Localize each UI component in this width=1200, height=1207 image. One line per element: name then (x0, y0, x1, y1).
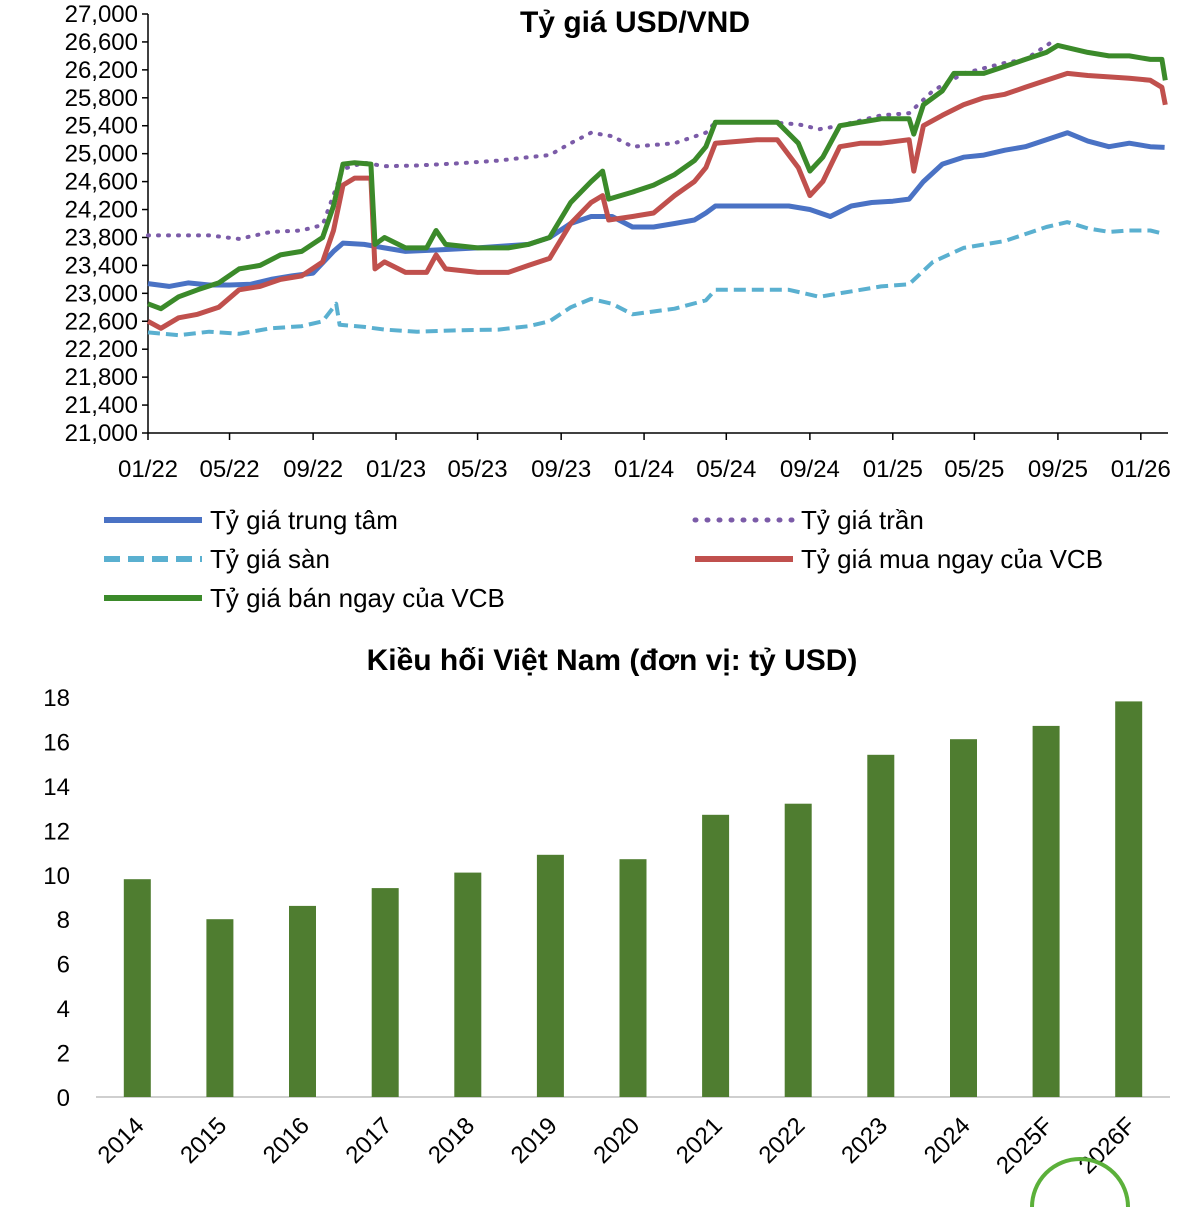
y-tick-label: 23,400 (65, 252, 138, 279)
y-tick-label: 21,800 (65, 364, 138, 391)
y-tick-label: 18 (43, 685, 70, 712)
x-tick-label: 05/25 (944, 456, 1004, 483)
bar-2014 (123, 879, 151, 1097)
legend-label-ty-gia-tran: Tỷ giá trần (801, 505, 924, 535)
x-tick-label: 01/22 (118, 456, 178, 483)
x-tick-label: 05/23 (448, 456, 508, 483)
x-tick-label: 2015 (175, 1112, 232, 1169)
legend-label-ty-gia-san: Tỷ giá sàn (210, 544, 330, 574)
line-chart-series (146, 41, 1168, 338)
y-tick-label: 23,000 (65, 280, 138, 307)
bar-2020 (619, 859, 647, 1097)
legend-label-ty-gia-trung-tam: Tỷ giá trung tâm (210, 505, 398, 535)
series-line-ty-gia-trung-tam (147, 130, 1165, 289)
legend-label-ty-gia-mua-ngay-cua-vcb: Tỷ giá mua ngay của VCB (801, 544, 1103, 574)
legend-label-ty-gia-ban-ngay-cua-vcb: Tỷ giá bán ngay của VCB (210, 583, 505, 613)
x-tick-label: 05/24 (696, 456, 756, 483)
y-tick-label: 21,400 (65, 392, 138, 419)
y-tick-label: 26,600 (65, 29, 138, 56)
bar-2021 (702, 814, 730, 1097)
bar-chart-bars (123, 701, 1143, 1097)
x-tick-label: 09/24 (780, 456, 840, 483)
series-line-ty-gia-san (147, 220, 1166, 338)
y-tick-label: 21,000 (65, 420, 138, 447)
bar-2024 (950, 739, 977, 1097)
x-tick-label: 01/23 (366, 456, 426, 483)
line-chart-x-axis: 01/22 05/22 09/22 01/23 05/23 09/23 01/24 05/24… (118, 432, 1171, 483)
x-tick-label: 01/25 (863, 456, 923, 483)
bar-2023 (867, 754, 895, 1097)
x-tick-label: 2016 (258, 1112, 315, 1169)
series-line-ty-gia-tran (146, 41, 1052, 241)
bar-2019 (536, 854, 564, 1097)
x-tick-label: 01/26 (1111, 456, 1171, 483)
x-tick-label: 09/25 (1028, 456, 1088, 483)
line-chart-y-axis: 21,00021,40021,80022,20022,60023,00023,4… (65, 1, 149, 447)
bar-2017 (371, 888, 399, 1097)
y-tick-label: 26,200 (65, 57, 138, 84)
bar-2026f (1115, 701, 1143, 1097)
remittance-bar-chart: Kiều hối Việt Nam (đơn vị: tỷ USD) 0 2 4 6 8… (43, 644, 1170, 1179)
x-tick-label: 2022 (754, 1112, 811, 1169)
bar-2016 (289, 905, 316, 1097)
decorative-circle-arc (1030, 1157, 1130, 1207)
line-chart-title: Tỷ giá USD/VND (520, 6, 750, 39)
y-tick-label: 2 (57, 1041, 70, 1068)
x-tick-label: 2023 (836, 1112, 893, 1169)
x-tick-label: 2024 (919, 1112, 976, 1169)
y-tick-label: 22,600 (65, 308, 138, 335)
y-tick-label: 10 (43, 863, 70, 890)
x-tick-label: 09/22 (283, 456, 343, 483)
y-tick-label: 14 (43, 774, 70, 801)
x-tick-label: 2019 (506, 1112, 563, 1169)
x-tick-label: 2018 (423, 1112, 480, 1169)
y-tick-label: 24,600 (65, 169, 138, 196)
bar-chart-x-axis: 2014 2015 2016 2017 2018 2019 2020 2021 2022 2023… (93, 1112, 1141, 1179)
exchange-rate-line-chart: Tỷ giá USD/VND 21,00021,40021,80022,2002… (65, 1, 1171, 613)
line-chart-legend: Tỷ giá trung tâm Tỷ giá trần Tỷ giá sàn Tỷ … (104, 505, 1103, 613)
y-tick-label: 23,800 (65, 224, 138, 251)
x-tick-label: 2020 (588, 1112, 645, 1169)
bar-2022 (784, 803, 812, 1097)
x-tick-label: 2021 (671, 1112, 728, 1169)
y-tick-label: 8 (57, 907, 70, 934)
series-line-ty-gia-mua-ngay-cua-vcb (146, 70, 1168, 331)
y-tick-label: 25,400 (65, 113, 138, 140)
y-tick-label: 16 (43, 729, 70, 756)
x-tick-label: 09/23 (531, 456, 591, 483)
bar-2015 (206, 919, 234, 1097)
y-tick-label: 22,200 (65, 336, 138, 363)
series-line-ty-gia-ban-ngay-cua-vcb (147, 42, 1168, 312)
bar-2018 (454, 872, 482, 1097)
bar-2025f (1032, 725, 1060, 1097)
y-tick-label: 0 (57, 1085, 70, 1112)
bar-chart-title: Kiều hối Việt Nam (đơn vị: tỷ USD) (367, 644, 858, 677)
x-tick-label: 2014 (93, 1112, 150, 1169)
y-tick-label: 24,200 (65, 197, 138, 224)
y-tick-label: 25,800 (65, 85, 138, 112)
x-tick-label: 2017 (341, 1112, 398, 1169)
y-tick-label: 4 (57, 996, 70, 1023)
y-tick-label: 27,000 (65, 1, 138, 28)
y-tick-label: 25,000 (65, 141, 138, 168)
x-tick-label: 05/22 (200, 456, 260, 483)
y-tick-label: 12 (43, 818, 70, 845)
x-tick-label: 01/24 (614, 456, 674, 483)
y-tick-label: 6 (57, 952, 70, 979)
